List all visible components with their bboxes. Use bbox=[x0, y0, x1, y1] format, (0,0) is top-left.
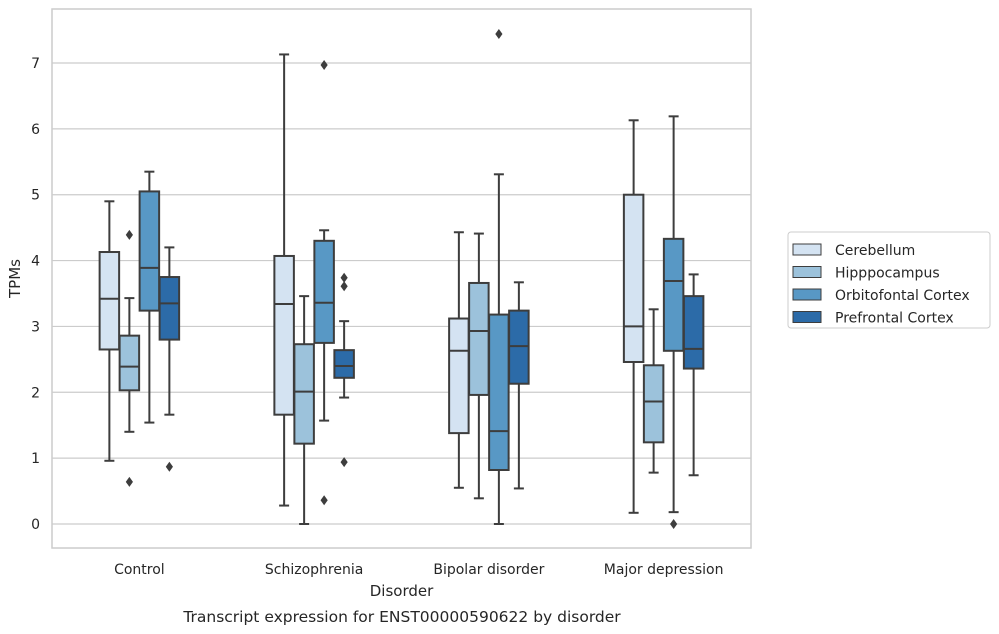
box-hipppocampus bbox=[118, 229, 141, 487]
box-body bbox=[138, 190, 161, 312]
legend-item: Hipppocampus bbox=[792, 266, 940, 282]
legend-item: Orbitofontal Cortex bbox=[792, 288, 970, 304]
box-prefrontal-cortex bbox=[682, 273, 705, 477]
box-body bbox=[98, 251, 121, 351]
box-prefrontal-cortex bbox=[508, 281, 530, 490]
box-prefrontal-cortex bbox=[158, 246, 181, 472]
box-body bbox=[468, 281, 490, 396]
chart-caption: Transcript expression for ENST0000059062… bbox=[182, 608, 621, 626]
box-prefrontal-cortex bbox=[333, 272, 355, 468]
legend-label: Prefrontal Cortex bbox=[835, 311, 954, 327]
box-body bbox=[642, 364, 665, 444]
box-body bbox=[333, 349, 355, 379]
box-body bbox=[293, 343, 315, 445]
x-tick-label: Bipolar disorder bbox=[433, 562, 544, 578]
outlier-point bbox=[340, 281, 348, 292]
box-hipppocampus bbox=[468, 232, 490, 500]
box-hipppocampus bbox=[642, 308, 665, 474]
x-tick-label: Schizophrenia bbox=[265, 562, 363, 578]
legend-frame bbox=[787, 231, 991, 329]
legend-swatch bbox=[792, 266, 822, 278]
legend-label: Cerebellum bbox=[835, 243, 915, 259]
y-tick-label: 3 bbox=[31, 319, 40, 335]
y-axis-label: TPMs bbox=[6, 259, 24, 299]
box-body bbox=[118, 334, 141, 392]
box-body bbox=[682, 295, 705, 370]
box-body bbox=[662, 237, 685, 352]
y-tick-label: 0 bbox=[31, 517, 40, 533]
y-tick-label: 7 bbox=[31, 56, 40, 72]
x-axis-label: Disorder bbox=[370, 582, 434, 600]
box-body bbox=[488, 313, 510, 471]
outlier-point bbox=[165, 461, 173, 472]
box-orbitofontal-cortex bbox=[138, 170, 161, 424]
legend-swatch bbox=[792, 311, 822, 323]
box-cerebellum bbox=[273, 53, 295, 507]
legend-swatch bbox=[792, 288, 822, 301]
box-cerebellum bbox=[98, 200, 121, 462]
outlier-point bbox=[125, 476, 133, 487]
outlier-point bbox=[495, 29, 503, 40]
y-tick-labels: 0 1 2 3 4 5 6 7 bbox=[31, 56, 40, 533]
outlier-point bbox=[340, 272, 348, 283]
box-cerebellum bbox=[448, 231, 470, 489]
box-orbitofontal-cortex bbox=[313, 59, 335, 506]
box-body bbox=[273, 254, 295, 416]
outlier-point bbox=[320, 495, 328, 506]
outlier-point bbox=[125, 229, 133, 240]
x-tick-label: Major depression bbox=[604, 562, 724, 578]
legend-label: Orbitofontal Cortex bbox=[835, 288, 970, 304]
outlier-point bbox=[340, 457, 348, 468]
x-tick-labels: Control Schizophrenia Bipolar disorder Majo… bbox=[114, 562, 723, 578]
legend-label: Hipppocampus bbox=[835, 266, 940, 282]
y-tick-label: 4 bbox=[31, 254, 40, 270]
box-hipppocampus bbox=[293, 295, 315, 525]
boxes bbox=[98, 29, 705, 529]
box-body bbox=[158, 276, 181, 341]
box-body bbox=[622, 193, 645, 363]
box-orbitofontal-cortex bbox=[488, 29, 510, 525]
legend-item: Cerebellum bbox=[792, 243, 915, 259]
legend-swatch bbox=[792, 243, 822, 256]
legend-items: Cerebellum Hipppocampus Orbitofontal Corte… bbox=[792, 243, 970, 327]
y-tick-label: 6 bbox=[31, 122, 40, 138]
legend: Cerebellum Hipppocampus Orbitofontal Corte… bbox=[787, 231, 991, 329]
outlier-point bbox=[320, 59, 328, 70]
box-cerebellum bbox=[622, 119, 645, 514]
y-tick-label: 5 bbox=[31, 188, 40, 204]
box-body bbox=[313, 239, 335, 344]
box-body bbox=[448, 317, 470, 435]
y-tick-label: 1 bbox=[31, 451, 40, 467]
x-tick-label: Control bbox=[114, 562, 165, 578]
legend-item: Prefrontal Cortex bbox=[792, 311, 954, 327]
y-tick-label: 2 bbox=[31, 385, 40, 401]
box-orbitofontal-cortex bbox=[662, 115, 685, 529]
outlier-point bbox=[670, 519, 678, 529]
